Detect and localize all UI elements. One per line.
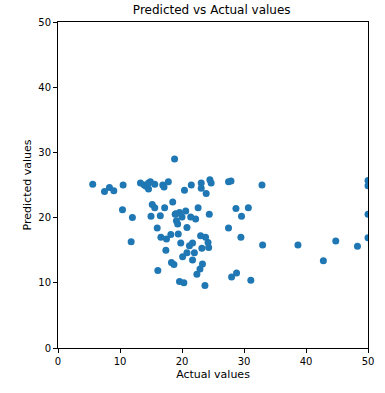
svg-text:40: 40 bbox=[38, 82, 51, 93]
svg-text:50: 50 bbox=[362, 356, 375, 367]
svg-text:40: 40 bbox=[300, 356, 313, 367]
svg-text:0: 0 bbox=[55, 356, 61, 367]
svg-text:10: 10 bbox=[114, 356, 127, 367]
svg-text:20: 20 bbox=[38, 212, 51, 223]
svg-text:Predicted vs Actual values: Predicted vs Actual values bbox=[133, 3, 291, 17]
svg-text:30: 30 bbox=[38, 147, 51, 158]
svg-text:20: 20 bbox=[176, 356, 189, 367]
svg-text:10: 10 bbox=[38, 277, 51, 288]
svg-text:Actual values: Actual values bbox=[176, 368, 250, 381]
svg-text:0: 0 bbox=[45, 343, 51, 354]
svg-text:Predicted values: Predicted values bbox=[21, 139, 34, 230]
svg-text:50: 50 bbox=[38, 17, 51, 28]
svg-text:30: 30 bbox=[238, 356, 251, 367]
